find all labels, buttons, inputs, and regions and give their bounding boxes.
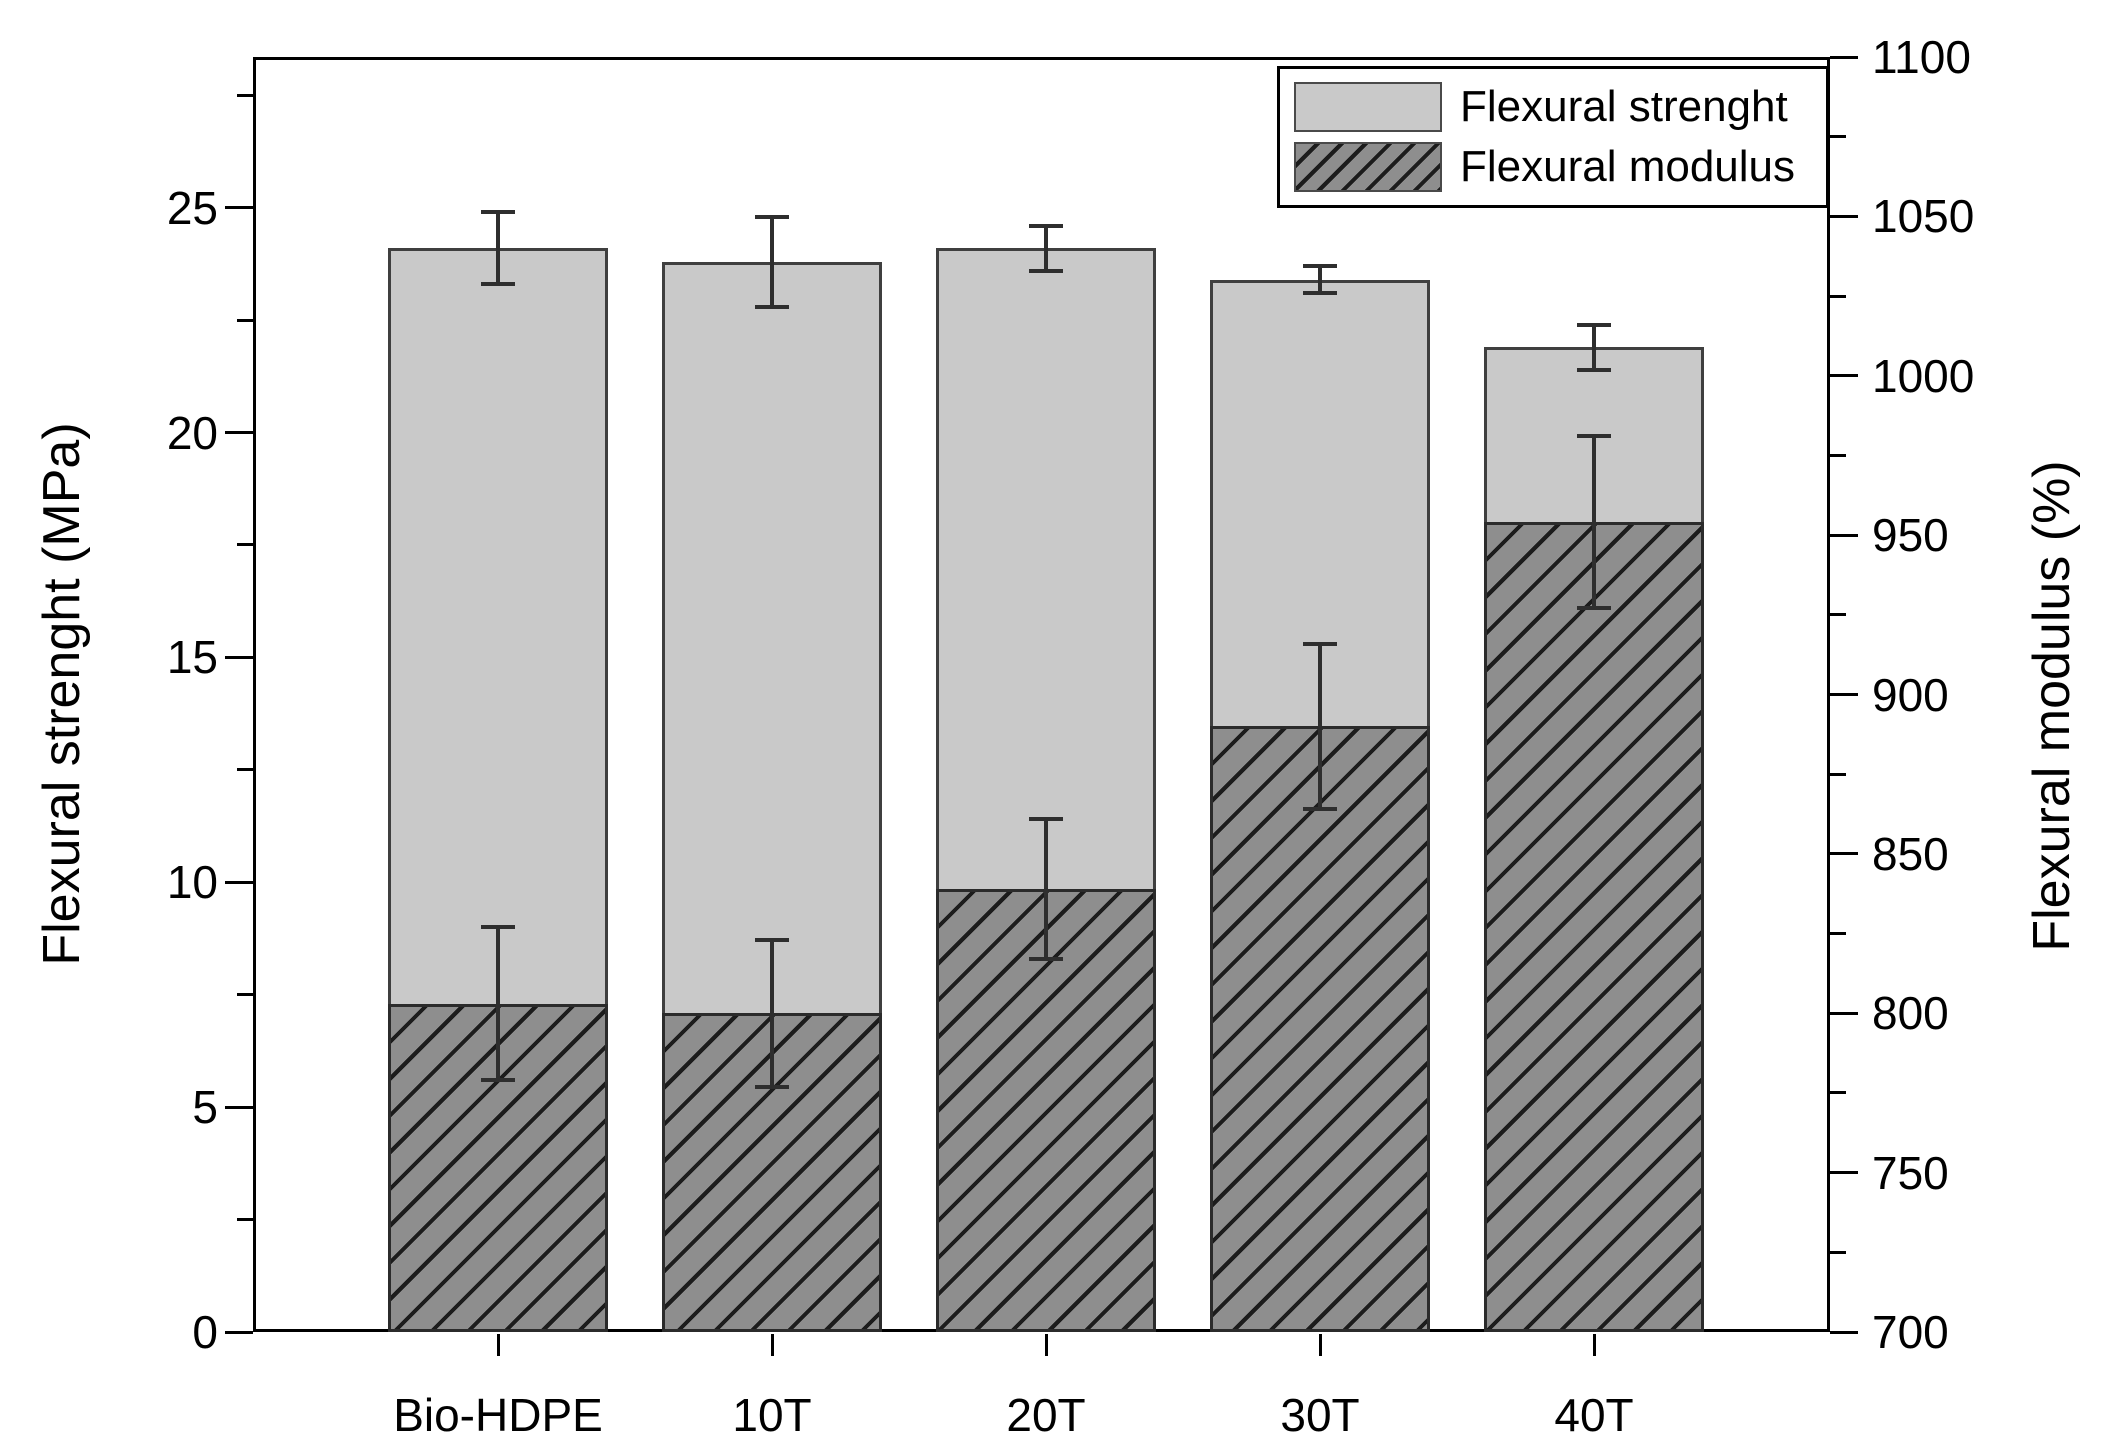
right-axis-tick-label: 1100 (1872, 31, 1971, 83)
errorbar-strength-40T-cap-top (1577, 322, 1611, 327)
errorbar-modulus-40T-cap-bottom (1577, 606, 1611, 611)
right-axis-minor-tick (1830, 932, 1846, 936)
errorbar-strength-40T-whisker (1592, 324, 1596, 370)
right-axis-major-tick (1830, 374, 1858, 378)
errorbar-modulus-Bio-HDPE-cap-bottom (481, 1078, 515, 1083)
right-axis-title: Flexural modulus (%) (2023, 460, 2081, 952)
left-axis-tick-label: 5 (192, 1081, 218, 1134)
errorbar-modulus-30T-whisker (1318, 643, 1322, 810)
right-axis-major-tick (1830, 693, 1858, 696)
x-axis-label-Bio-HDPE: Bio-HDPE (393, 1389, 603, 1441)
right-axis-minor-tick (1830, 294, 1846, 298)
right-axis-tick-label: 850 (1872, 827, 1949, 880)
left-axis-minor-tick (237, 318, 253, 322)
errorbar-strength-10T-cap-top (755, 214, 789, 219)
errorbar-modulus-10T-cap-bottom (755, 1084, 789, 1089)
errorbar-strength-30T-whisker (1318, 266, 1322, 294)
right-axis-minor-tick (1830, 135, 1846, 139)
right-axis-tick-label: 700 (1872, 1306, 1949, 1358)
errorbar-modulus-20T-cap-bottom (1029, 957, 1063, 962)
errorbar-modulus-30T-cap-top (1303, 641, 1337, 646)
x-axis-label-30T: 30T (1280, 1389, 1360, 1441)
x-axis-label-10T: 10T (732, 1389, 812, 1441)
right-axis-major-tick (1830, 1171, 1858, 1175)
errorbar-modulus-30T-cap-bottom (1303, 807, 1337, 812)
left-axis-tick-label: 25 (166, 181, 218, 234)
errorbar-strength-Bio-HDPE-cap-top (481, 210, 515, 215)
left-axis-major-tick (225, 1105, 253, 1109)
left-axis-major-tick (225, 1330, 253, 1334)
right-axis-major-tick (1830, 1011, 1858, 1015)
left-axis-tick-label: 15 (166, 631, 218, 684)
x-axis-tick-Bio-HDPE (496, 1334, 500, 1356)
x-axis-tick-40T (1592, 1334, 1596, 1356)
errorbar-modulus-40T-whisker (1592, 436, 1596, 609)
left-axis-major-tick (225, 206, 253, 210)
left-axis-minor-tick (237, 93, 253, 97)
legend-entry-strength: Flexural strenght (1294, 82, 1826, 132)
x-axis-label-40T: 40T (1554, 1389, 1634, 1441)
errorbar-modulus-20T-cap-top (1029, 816, 1063, 821)
errorbar-strength-10T-whisker (770, 216, 774, 307)
right-axis-tick-label: 750 (1872, 1146, 1949, 1199)
errorbar-modulus-Bio-HDPE-cap-top (481, 925, 515, 930)
errorbar-strength-Bio-HDPE-cap-bottom (481, 282, 515, 287)
right-axis-major-tick (1830, 852, 1858, 856)
legend: Flexural strenght Flexural modulus (1277, 66, 1829, 208)
strength-swatch-icon (1294, 82, 1442, 132)
right-axis-tick-label: 1050 (1872, 190, 1975, 243)
left-axis-tick-label: 10 (166, 856, 218, 909)
right-axis-minor-tick (1830, 613, 1846, 617)
left-axis-tick-label: 20 (166, 406, 218, 459)
right-axis-minor-tick (1830, 453, 1846, 457)
left-axis-major-tick (225, 880, 253, 884)
errorbar-modulus-10T-cap-top (755, 937, 789, 942)
errorbar-modulus-10T-whisker (770, 939, 774, 1087)
bar-modulus-40T (1484, 522, 1704, 1332)
x-axis-tick-10T (770, 1334, 774, 1356)
errorbar-strength-Bio-HDPE-whisker (496, 212, 500, 285)
errorbar-modulus-40T-cap-top (1577, 434, 1611, 439)
bar-modulus-20T (936, 888, 1156, 1332)
left-axis-minor-tick (237, 1218, 253, 1222)
legend-entry-modulus: Flexural modulus (1294, 142, 1826, 192)
left-axis-minor-tick (237, 993, 253, 997)
right-axis-tick-label: 800 (1872, 987, 1949, 1040)
errorbar-modulus-20T-whisker (1044, 818, 1048, 960)
errorbar-strength-30T-cap-top (1303, 264, 1337, 269)
bar-modulus-30T (1210, 726, 1430, 1332)
errorbar-modulus-Bio-HDPE-whisker (496, 927, 500, 1081)
right-axis-minor-tick (1830, 1250, 1846, 1254)
legend-label-modulus: Flexural modulus (1460, 142, 1796, 191)
left-axis-minor-tick (237, 543, 253, 547)
left-axis-major-tick (225, 431, 253, 435)
legend-label-strength: Flexural strenght (1460, 82, 1788, 131)
errorbar-strength-10T-cap-bottom (755, 304, 789, 309)
errorbar-strength-30T-cap-bottom (1303, 291, 1337, 296)
x-axis-tick-20T (1044, 1334, 1048, 1356)
right-axis-major-tick (1830, 55, 1858, 59)
errorbar-strength-20T-cap-bottom (1029, 268, 1063, 273)
left-axis-tick-label: 0 (192, 1306, 218, 1358)
left-axis-major-tick (225, 655, 253, 659)
bar-modulus-10T (662, 1013, 882, 1332)
right-axis-major-tick (1830, 1330, 1858, 1334)
errorbar-strength-40T-cap-bottom (1577, 367, 1611, 372)
right-axis-minor-tick (1830, 1091, 1846, 1095)
left-axis-minor-tick (237, 768, 253, 772)
modulus-swatch-icon (1294, 142, 1442, 192)
x-axis-tick-30T (1318, 1334, 1322, 1356)
right-axis-tick-label: 950 (1872, 509, 1949, 562)
errorbar-strength-20T-whisker (1044, 225, 1048, 271)
errorbar-strength-20T-cap-top (1029, 223, 1063, 228)
right-axis-tick-label: 1000 (1872, 349, 1975, 402)
right-axis-major-tick (1830, 533, 1858, 537)
right-axis-tick-label: 900 (1872, 668, 1949, 721)
right-axis-major-tick (1830, 214, 1858, 218)
right-axis-minor-tick (1830, 772, 1846, 776)
x-axis-label-20T: 20T (1006, 1389, 1086, 1441)
